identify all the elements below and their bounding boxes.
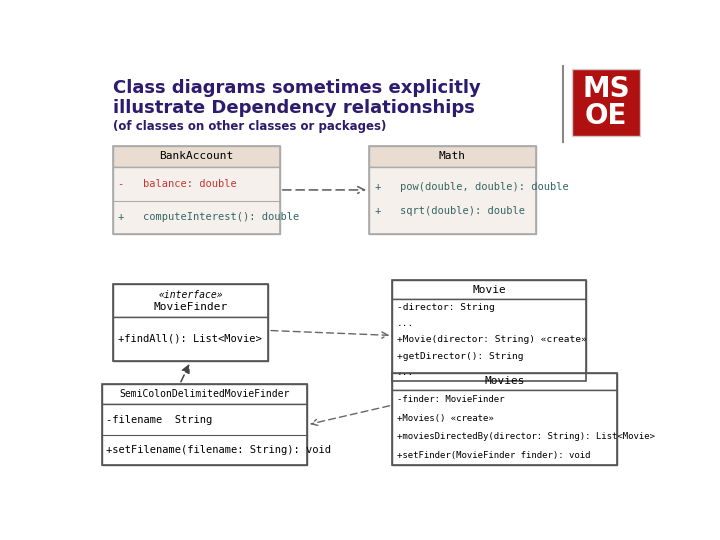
Text: -   balance: double: - balance: double	[118, 179, 237, 189]
Bar	[102, 404, 307, 465]
Bar	[113, 146, 280, 234]
Bar	[369, 146, 536, 167]
Bar	[572, 69, 640, 137]
Text: +getDirector(): String: +getDirector(): String	[397, 352, 523, 361]
Bar	[113, 284, 269, 361]
Text: +setFilename(filename: String): void: +setFilename(filename: String): void	[107, 445, 331, 455]
Text: ...: ...	[397, 368, 414, 377]
Bar	[102, 384, 307, 465]
Text: +Movie(director: String) «create»: +Movie(director: String) «create»	[397, 335, 587, 344]
Text: illustrate Dependency relationships: illustrate Dependency relationships	[113, 99, 475, 117]
Text: +moviesDirectedBy(director: String): List<Movie>: +moviesDirectedBy(director: String): Lis…	[397, 433, 655, 441]
Bar	[392, 280, 586, 381]
Bar	[369, 146, 536, 234]
Text: SemiColonDelimitedMovieFinder: SemiColonDelimitedMovieFinder	[119, 389, 289, 400]
Text: +findAll(): List<Movie>: +findAll(): List<Movie>	[118, 334, 261, 344]
Bar	[369, 167, 536, 234]
Text: -filename  String: -filename String	[107, 415, 212, 424]
Text: BankAccount: BankAccount	[159, 151, 234, 161]
Text: +   computeInterest(): double: + computeInterest(): double	[118, 212, 299, 222]
Text: (of classes on other classes or packages): (of classes on other classes or packages…	[113, 120, 387, 133]
Text: MS: MS	[582, 75, 630, 103]
Bar	[392, 299, 586, 381]
Text: Math: Math	[438, 151, 466, 161]
Bar	[113, 284, 269, 316]
Text: ...: ...	[397, 319, 414, 328]
Text: MovieFinder: MovieFinder	[153, 302, 228, 312]
Bar	[102, 384, 307, 404]
Text: +   sqrt(double): double: + sqrt(double): double	[375, 206, 525, 216]
Bar	[392, 373, 617, 465]
Text: +setFinder(MovieFinder finder): void: +setFinder(MovieFinder finder): void	[397, 451, 590, 460]
Text: -finder: MovieFinder: -finder: MovieFinder	[397, 395, 505, 404]
Text: Movies: Movies	[485, 376, 525, 386]
Text: «interface»: «interface»	[158, 290, 223, 300]
Bar	[113, 167, 280, 234]
Bar	[392, 390, 617, 465]
Bar	[113, 146, 280, 167]
Text: Class diagrams sometimes explicitly: Class diagrams sometimes explicitly	[113, 79, 481, 97]
Text: +   pow(double, double): double: + pow(double, double): double	[375, 183, 569, 192]
Text: -director: String: -director: String	[397, 302, 495, 312]
Bar	[392, 373, 617, 390]
Bar	[113, 316, 269, 361]
Text: OE: OE	[585, 102, 627, 130]
Bar	[392, 280, 586, 299]
Text: +Movies() «create»: +Movies() «create»	[397, 414, 494, 422]
Text: Movie: Movie	[472, 285, 506, 295]
